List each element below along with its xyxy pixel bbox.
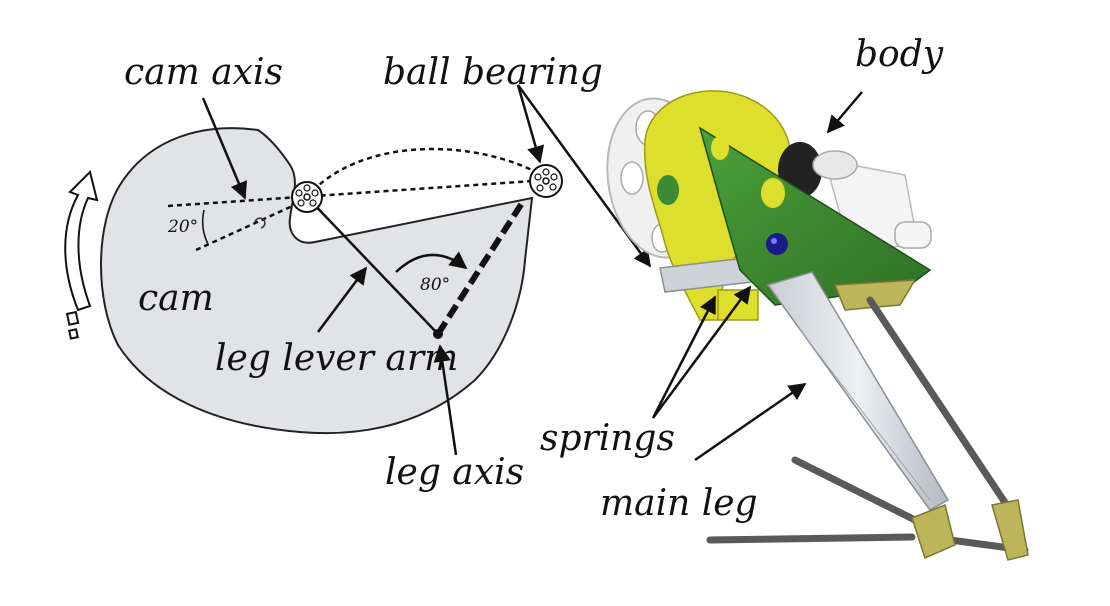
label-springs: springs <box>540 418 675 459</box>
cylinder-pin <box>894 221 932 249</box>
angle-80-arrow <box>395 251 468 273</box>
rotation-arrow-tail-1 <box>65 310 80 326</box>
label-ball-bearing: ball bearing <box>383 52 603 93</box>
main-leg-groove <box>799 329 931 501</box>
label-angle-20: 20° <box>167 217 198 237</box>
cam-axis-pointer <box>201 97 247 200</box>
label-main-leg: main leg <box>600 483 758 524</box>
axis-swirl <box>254 217 266 229</box>
body-pointer <box>826 91 863 134</box>
yellow-plate-hole <box>657 175 679 205</box>
axis-line-lower <box>195 196 311 252</box>
leg-axis-point <box>433 329 443 339</box>
label-cam: cam <box>138 278 214 319</box>
green-plate-hole-1 <box>711 136 729 160</box>
robot-render <box>606 90 1029 561</box>
green-plate-hole-2 <box>761 178 785 208</box>
axis-line-upper <box>167 178 549 208</box>
foot-joint-right <box>991 499 1029 561</box>
label-angle-80: 80° <box>420 275 450 295</box>
foot-joint-left <box>911 503 956 560</box>
springs-pointer-1 <box>651 295 717 419</box>
rotation-arrow-tail-2 <box>68 328 79 340</box>
main-leg-pointer <box>694 382 807 462</box>
leg-axis-pointer <box>433 344 458 456</box>
main-leg <box>766 271 950 511</box>
springs-pointer-2 <box>651 285 752 419</box>
rod-lower-right <box>706 533 916 544</box>
label-leg-lever-arm: leg lever arm <box>215 338 458 379</box>
rod-lower-left <box>791 456 919 524</box>
label-leg-axis: leg axis <box>385 452 524 493</box>
ball-bearing <box>529 164 563 198</box>
lever-arm-pointer <box>317 266 368 333</box>
leg-lever-arm <box>306 196 439 335</box>
bearing-arc <box>306 147 548 198</box>
angle-20-arc <box>201 209 209 245</box>
cam-axis-bearing <box>291 181 323 213</box>
rotation-arrow <box>64 170 99 312</box>
leg-link-dashed <box>435 198 527 336</box>
body-bracket <box>833 279 917 311</box>
blue-ball-highlight <box>771 238 777 244</box>
white-box-wheel <box>812 150 858 180</box>
label-body: body <box>855 34 944 75</box>
cam-mechanism <box>64 97 563 456</box>
label-cam-axis: cam axis <box>124 52 283 93</box>
rod-right <box>866 296 1014 514</box>
ball-bearing-pointer-1 <box>516 84 545 164</box>
blue-ball <box>766 233 788 255</box>
